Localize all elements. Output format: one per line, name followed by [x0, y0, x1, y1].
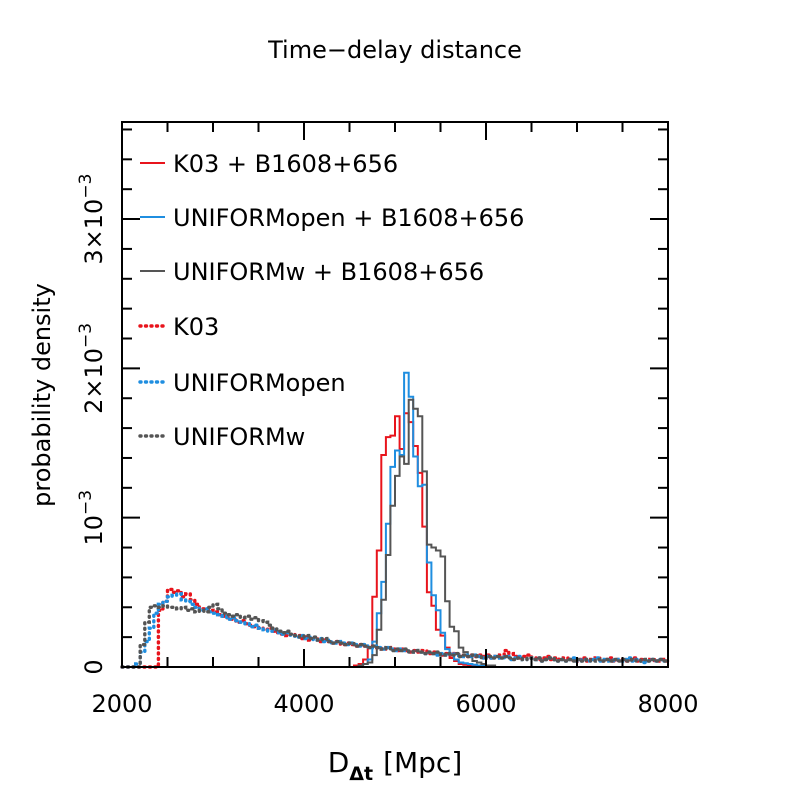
series-k03-prior [120, 587, 670, 669]
x-axis-label-unit: [Mpc] [383, 746, 462, 779]
chart-title: Time−delay distance [267, 36, 522, 64]
legend-label: UNIFORMw + B1608+656 [173, 258, 484, 286]
legend-label: K03 + B1608+656 [173, 150, 398, 178]
axis-ticks [121, 122, 669, 668]
y-tick-label-base: 0 [80, 659, 108, 674]
y-tick-label: 3×10−3 [76, 174, 108, 265]
x-axis-label: DΔt [Mpc] [328, 746, 463, 785]
legend-label: UNIFORMopen [173, 369, 346, 397]
legend-label: K03 [173, 313, 219, 341]
y-tick-label: 10−3 [76, 490, 108, 546]
legend: K03 + B1608+656 UNIFORMopen + B1608+656 UN… [138, 150, 524, 451]
series-uniformopen-prior [120, 592, 670, 669]
x-axis-label-main: D [328, 746, 350, 779]
y-tick-label-base: 10 [80, 515, 108, 546]
legend-label: UNIFORMw [173, 423, 305, 451]
y-tick-label: 2×10−3 [76, 323, 108, 414]
y-tick-label-exponent: −3 [76, 174, 96, 199]
series-layer [120, 371, 670, 669]
legend-label: UNIFORMopen + B1608+656 [173, 204, 524, 232]
x-tick-labels: 2000 4000 6000 8000 [91, 690, 698, 718]
x-axis-label-subscript: Δt [349, 763, 373, 785]
y-axis-label: probability density [28, 283, 56, 507]
y-tick-label-exponent: −3 [76, 490, 96, 515]
x-tick-label: 8000 [637, 690, 698, 718]
x-tick-label: 6000 [455, 690, 516, 718]
y-tick-labels: 010−32×10−33×10−3 [76, 174, 108, 675]
x-tick-label: 2000 [91, 690, 152, 718]
y-tick-label-base: 2×10 [80, 348, 108, 414]
series-uniformw-prior [120, 602, 670, 669]
y-tick-label: 0 [80, 659, 108, 674]
y-tick-label-exponent: −3 [76, 323, 96, 348]
x-tick-label: 4000 [273, 690, 334, 718]
y-tick-label-base: 3×10 [80, 199, 108, 265]
